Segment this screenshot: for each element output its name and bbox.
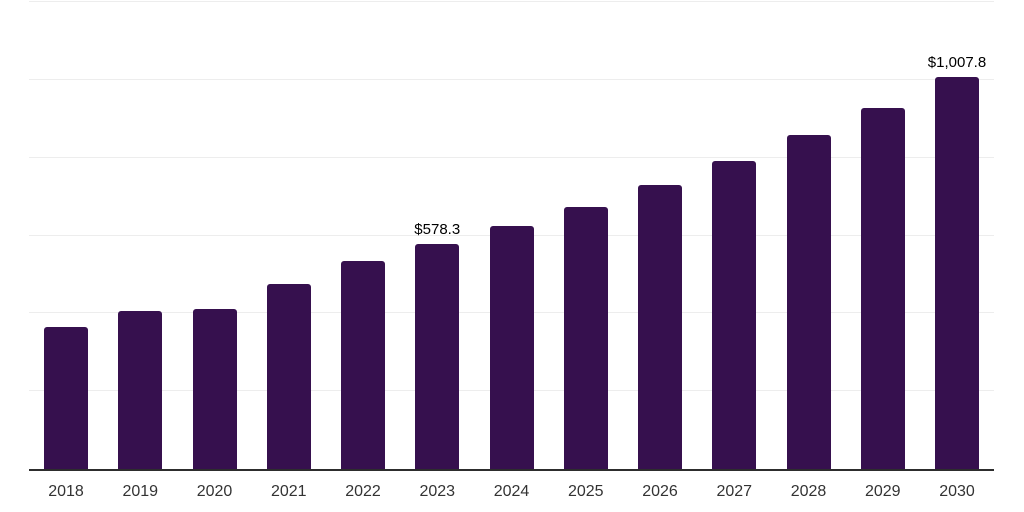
bar-column-2022 — [341, 0, 385, 469]
bar-2029 — [860, 107, 905, 469]
bar-column-2024 — [489, 0, 534, 469]
x-tick-label-2029: 2029 — [864, 483, 901, 500]
bar-column-2030: $1,007.8 — [928, 0, 986, 469]
bar-column-2021 — [266, 0, 311, 469]
x-tick-label-2019: 2019 — [122, 483, 159, 500]
x-tick-label-2022: 2022 — [345, 483, 381, 500]
x-tick-label-2025: 2025 — [567, 483, 604, 500]
bar-column-2028 — [786, 0, 831, 469]
bar-column-2023: $578.3 — [414, 0, 461, 469]
x-tick-label-2030: 2030 — [939, 483, 975, 500]
bar-2018 — [44, 327, 88, 469]
x-tick-label-2028: 2028 — [790, 483, 827, 500]
bar-column-2027 — [712, 0, 757, 469]
data-label-2023: $578.3 — [414, 221, 461, 239]
bar-2023 — [415, 244, 460, 469]
x-axis-line — [29, 469, 994, 471]
bar-columns: $578.3 $1,007.8 — [44, 0, 986, 469]
x-tick-label-2027: 2027 — [716, 483, 753, 500]
x-tick-label-2018: 2018 — [48, 483, 84, 500]
bar-column-2025 — [563, 0, 608, 469]
bar-2028 — [786, 134, 831, 469]
x-tick-label-2021: 2021 — [270, 483, 307, 500]
bar-column-2019 — [118, 0, 163, 469]
bar-2019 — [118, 311, 163, 469]
bar-column-2018 — [44, 0, 88, 469]
bar-2021 — [266, 284, 311, 469]
gridline-1200 — [29, 1, 994, 3]
x-tick-label-2024: 2024 — [493, 483, 530, 500]
bar-2026 — [638, 185, 682, 469]
gridline-800 — [29, 156, 994, 158]
x-axis-tick-labels: 2018 2019 2020 2021 2022 2023 2024 2025 2026 2027… — [29, 483, 994, 501]
bar-column-2029 — [860, 0, 905, 469]
bar-2030 — [935, 77, 979, 469]
x-tick-label-2026: 2026 — [642, 483, 678, 500]
gridline-1000 — [29, 79, 994, 81]
plot-wrap: $578.3 $1,007.8 2018 2019 2020 2021 2022 2023 2… — [29, 0, 994, 501]
bar-2025 — [563, 206, 608, 469]
plot-area: $578.3 $1,007.8 — [29, 0, 994, 469]
bar-2024 — [489, 225, 534, 469]
bar-2020 — [192, 308, 237, 469]
bar-2027 — [712, 161, 757, 469]
bar-column-2020 — [192, 0, 237, 469]
x-tick-label-2023: 2023 — [419, 483, 456, 500]
data-label-2030: $1,007.8 — [927, 54, 987, 72]
bar-column-2026 — [638, 0, 682, 469]
bar-2022 — [341, 260, 385, 469]
x-tick-label-2020: 2020 — [196, 483, 233, 500]
